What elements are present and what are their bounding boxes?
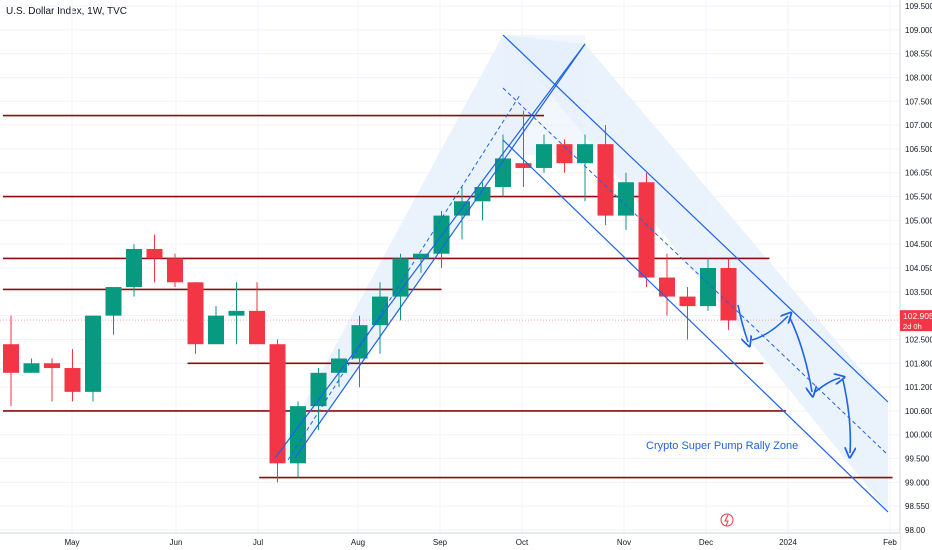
- projection-arrow: [737, 304, 748, 342]
- descending-channel-mid: [502, 87, 889, 456]
- candle-down: [638, 182, 655, 278]
- y-tick-label: 106.050: [905, 169, 932, 178]
- candle-up: [700, 268, 716, 307]
- projection-arrow: [814, 378, 840, 393]
- x-tick-label: Feb: [883, 538, 897, 547]
- candle-up: [85, 315, 101, 392]
- y-tick-label: 99.500: [905, 455, 930, 464]
- candle-down: [720, 268, 737, 321]
- descending-channel-upper: [502, 34, 889, 403]
- y-tick-label: 104.500: [905, 240, 932, 249]
- x-tick-label: 2024: [779, 538, 797, 547]
- x-tick-label: Sep: [433, 538, 448, 547]
- descending-channel-lower: [502, 139, 889, 513]
- y-tick-label: 108.000: [905, 73, 932, 82]
- y-tick-label: 106.500: [905, 145, 932, 154]
- y-tick-label: 104.050: [905, 264, 932, 273]
- candle-down: [515, 163, 532, 168]
- y-tick-label: 107.000: [905, 121, 932, 130]
- candle-down: [64, 368, 81, 392]
- x-tick-label: Jun: [170, 538, 183, 547]
- candle-up: [105, 287, 122, 316]
- candle-up: [310, 372, 327, 407]
- candle-up: [392, 258, 409, 297]
- candle-up: [331, 358, 347, 373]
- candle-down: [249, 310, 265, 345]
- price-axis-bg: [900, 0, 932, 550]
- y-tick-label: 99.000: [905, 478, 930, 487]
- y-tick-label: 101.200: [905, 383, 932, 392]
- candle-up: [372, 296, 388, 326]
- y-tick-label: 105.000: [905, 216, 932, 225]
- x-tick-label: Aug: [351, 538, 365, 547]
- x-tick-label: Dec: [699, 538, 713, 547]
- candle-down: [556, 144, 573, 164]
- candle-down: [187, 282, 204, 345]
- x-tick-label: May: [64, 538, 79, 547]
- y-tick-label: 100.000: [905, 431, 932, 440]
- projection-arrow: [751, 316, 788, 341]
- lightning-icon-bolt: [724, 514, 729, 527]
- current-price-badge: [900, 310, 932, 332]
- y-tick-label: 109.000: [905, 26, 932, 35]
- candle-down: [659, 277, 675, 297]
- y-tick-label: 103.500: [905, 288, 932, 297]
- y-tick-label: 98.550: [905, 502, 930, 511]
- y-tick-label: 107.500: [905, 97, 932, 106]
- candle-up: [536, 144, 552, 168]
- ascending-channel-upper: [294, 43, 586, 459]
- time-axis-bg: [0, 533, 900, 550]
- candle-up: [618, 182, 634, 216]
- y-tick-label: 100.600: [905, 407, 932, 416]
- lightning-icon-circle: [720, 513, 734, 527]
- candle-down: [44, 363, 60, 369]
- projection-arrow: [789, 317, 812, 392]
- candle-up: [126, 248, 142, 288]
- y-tick-label: 102.500: [905, 335, 932, 344]
- y-tick-label: 98.00: [905, 526, 926, 535]
- candle-down: [679, 296, 696, 307]
- candle-up: [208, 315, 224, 345]
- countdown-label: 2d 0h: [903, 322, 922, 331]
- candle-down: [3, 344, 19, 373]
- y-tick-label: 109.500: [905, 2, 932, 11]
- y-tick-label: 105.500: [905, 193, 932, 202]
- candle-up: [474, 187, 491, 202]
- ascending-channel-mid: [287, 94, 521, 461]
- x-tick-label: Jul: [253, 538, 263, 547]
- current-price-label: 102.905: [903, 311, 932, 321]
- lightning-icon: [720, 513, 734, 527]
- candle-up: [495, 158, 511, 188]
- annotation-text: Crypto Super Pump Rally Zone: [646, 440, 798, 452]
- candle-up: [413, 253, 429, 259]
- candle-down: [146, 248, 163, 259]
- candle-up: [228, 310, 245, 316]
- candle-up: [577, 144, 593, 164]
- x-tick-label: Nov: [617, 538, 631, 547]
- ascending-channel-lower: [274, 43, 586, 459]
- x-tick-label: Oct: [516, 538, 529, 547]
- y-tick-label: 101.800: [905, 359, 932, 368]
- candle-down: [167, 258, 183, 283]
- y-tick-label: 108.550: [905, 50, 932, 59]
- candle-down: [269, 344, 286, 464]
- candle-down: [597, 144, 614, 216]
- chart-title: U.S. Dollar Index, 1W, TVC: [6, 6, 127, 17]
- projection-arrow: [842, 379, 850, 453]
- candle-up: [23, 363, 40, 373]
